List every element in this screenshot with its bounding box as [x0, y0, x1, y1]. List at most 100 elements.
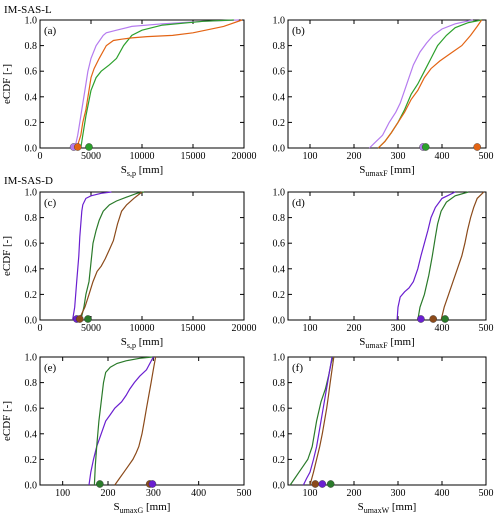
- x-axis-title: SumaxW [mm]: [358, 501, 417, 515]
- x-tick-label: 100: [303, 151, 318, 162]
- x-axis-title: SumaxF [mm]: [359, 336, 415, 350]
- x-axis-title-unit: [mm]: [388, 164, 415, 176]
- y-tick-label: 0.0: [25, 481, 38, 492]
- x-tick-label: 10000: [130, 151, 155, 162]
- y-tick-label: 0.4: [273, 264, 286, 275]
- ecdf-series-line: [88, 356, 154, 486]
- x-tick-label: 10000: [130, 323, 155, 334]
- x-axis-title-unit: [mm]: [143, 501, 170, 513]
- panel-label: (b): [292, 25, 305, 37]
- observation-marker: [473, 143, 482, 151]
- x-tick-label: 500: [479, 488, 494, 499]
- x-axis-title-sub: umaxW: [364, 506, 390, 515]
- observation-marker: [73, 143, 82, 151]
- y-tick-label: 0.2: [273, 290, 286, 301]
- observation-marker: [85, 143, 93, 151]
- y-tick-label: 0.4: [25, 264, 38, 275]
- x-tick-label: 500: [479, 151, 494, 162]
- ecdf-series-line: [114, 356, 157, 486]
- panel-a: 0.0 0.2 0.4 0.6 0.8 1.0 0 5000 10000 15000 20000 (a…: [1, 16, 257, 179]
- x-axis-title-unit: [mm]: [136, 164, 163, 176]
- observation-marker: [326, 480, 335, 488]
- ecdf-series-line: [417, 191, 469, 321]
- x-tick-label: 400: [435, 488, 450, 499]
- panel-e-frame: [39, 356, 245, 486]
- x-axis-title: SumaxF [mm]: [359, 164, 415, 178]
- y-tick-label: 0.8: [273, 378, 286, 389]
- x-tick-label: 200: [347, 323, 362, 334]
- x-tick-label: 300: [391, 488, 406, 499]
- x-tick-label: 400: [435, 323, 450, 334]
- panel-label: (a): [44, 25, 57, 37]
- x-axis-title: Ss,p [mm]: [121, 336, 163, 350]
- x-tick-label: 300: [146, 488, 161, 499]
- y-tick-label: 0.0: [25, 144, 38, 155]
- y-tick-label: 0.6: [273, 239, 286, 250]
- x-tick-label: 400: [435, 151, 450, 162]
- panel-label: (e): [44, 362, 57, 374]
- y-axis-title: eCDF [-]: [1, 64, 13, 104]
- y-tick-label: 0.0: [273, 144, 286, 155]
- x-axis-title-sub: umaxF: [365, 341, 388, 350]
- y-tick-label: 0.6: [25, 239, 38, 250]
- observation-marker: [441, 315, 449, 323]
- x-tick-label: 0: [38, 151, 43, 162]
- x-tick-label: 100: [303, 323, 318, 334]
- y-tick-label: 1.0: [25, 188, 38, 199]
- observation-marker: [311, 480, 320, 488]
- ecdf-series-line: [302, 356, 333, 486]
- x-tick-label: 500: [237, 488, 252, 499]
- ecdf-series-line: [80, 19, 234, 149]
- ecdf-series-line: [396, 191, 456, 321]
- y-tick-label: 0.2: [25, 290, 38, 301]
- group-label-im-sas-l: IM-SAS-L: [4, 4, 52, 16]
- y-tick-label: 0.8: [25, 213, 38, 224]
- ecdf-series-line: [72, 191, 112, 321]
- ecdf-series-line: [93, 356, 153, 486]
- y-tick-label: 0.0: [273, 481, 286, 492]
- observation-marker: [75, 315, 84, 323]
- observation-marker: [318, 480, 327, 488]
- y-tick-label: 0.4: [25, 429, 38, 440]
- x-tick-label: 15000: [181, 151, 206, 162]
- panel-label: (d): [292, 197, 305, 209]
- y-tick-label: 1.0: [25, 16, 38, 27]
- observation-marker: [84, 315, 92, 323]
- x-tick-label: 20000: [232, 151, 257, 162]
- x-axis-title-main: S: [359, 164, 365, 176]
- x-tick-label: 300: [391, 151, 406, 162]
- ecdf-series-line: [76, 19, 243, 149]
- y-tick-label: 0.6: [273, 67, 286, 78]
- observation-marker: [148, 480, 157, 488]
- x-axis-title-main: S: [121, 336, 127, 348]
- x-tick-label: 5000: [81, 323, 101, 334]
- panel-b-frame: [287, 19, 487, 149]
- y-tick-label: 0.4: [273, 92, 286, 103]
- y-tick-label: 1.0: [25, 353, 38, 364]
- x-axis-title-main: S: [359, 336, 365, 348]
- x-tick-label: 400: [191, 488, 206, 499]
- y-tick-label: 1.0: [273, 353, 286, 364]
- y-tick-label: 0.0: [273, 316, 286, 327]
- x-tick-label: 100: [55, 488, 70, 499]
- x-axis-title: SumaxG [mm]: [114, 501, 171, 515]
- y-tick-label: 1.0: [273, 16, 286, 27]
- x-tick-label: 100: [303, 488, 318, 499]
- x-tick-label: 200: [101, 488, 116, 499]
- x-tick-label: 200: [347, 151, 362, 162]
- x-axis-title-unit: [mm]: [136, 336, 163, 348]
- y-tick-label: 0.6: [25, 67, 38, 78]
- panel-b: 0.0 0.2 0.4 0.6 0.8 1.0 100 200 300 400 500 (b) Suma…: [273, 16, 494, 179]
- x-tick-label: 5000: [81, 151, 101, 162]
- x-axis-title-unit: [mm]: [388, 336, 415, 348]
- panel-e: 0.0 0.2 0.4 0.6 0.8 1.0 100 200 300 400 500 (e) Suma…: [1, 353, 252, 516]
- x-tick-label: 20000: [232, 323, 257, 334]
- x-axis-title-main: S: [358, 501, 364, 513]
- y-tick-label: 1.0: [273, 188, 286, 199]
- panel-f-frame: [287, 356, 487, 486]
- x-axis-title-main: S: [121, 164, 127, 176]
- panel-f: 0.0 0.2 0.4 0.6 0.8 1.0 100 200 300 400 500 (f) Suma…: [273, 353, 494, 516]
- x-axis-title-main: S: [114, 501, 120, 513]
- y-tick-label: 0.8: [25, 378, 38, 389]
